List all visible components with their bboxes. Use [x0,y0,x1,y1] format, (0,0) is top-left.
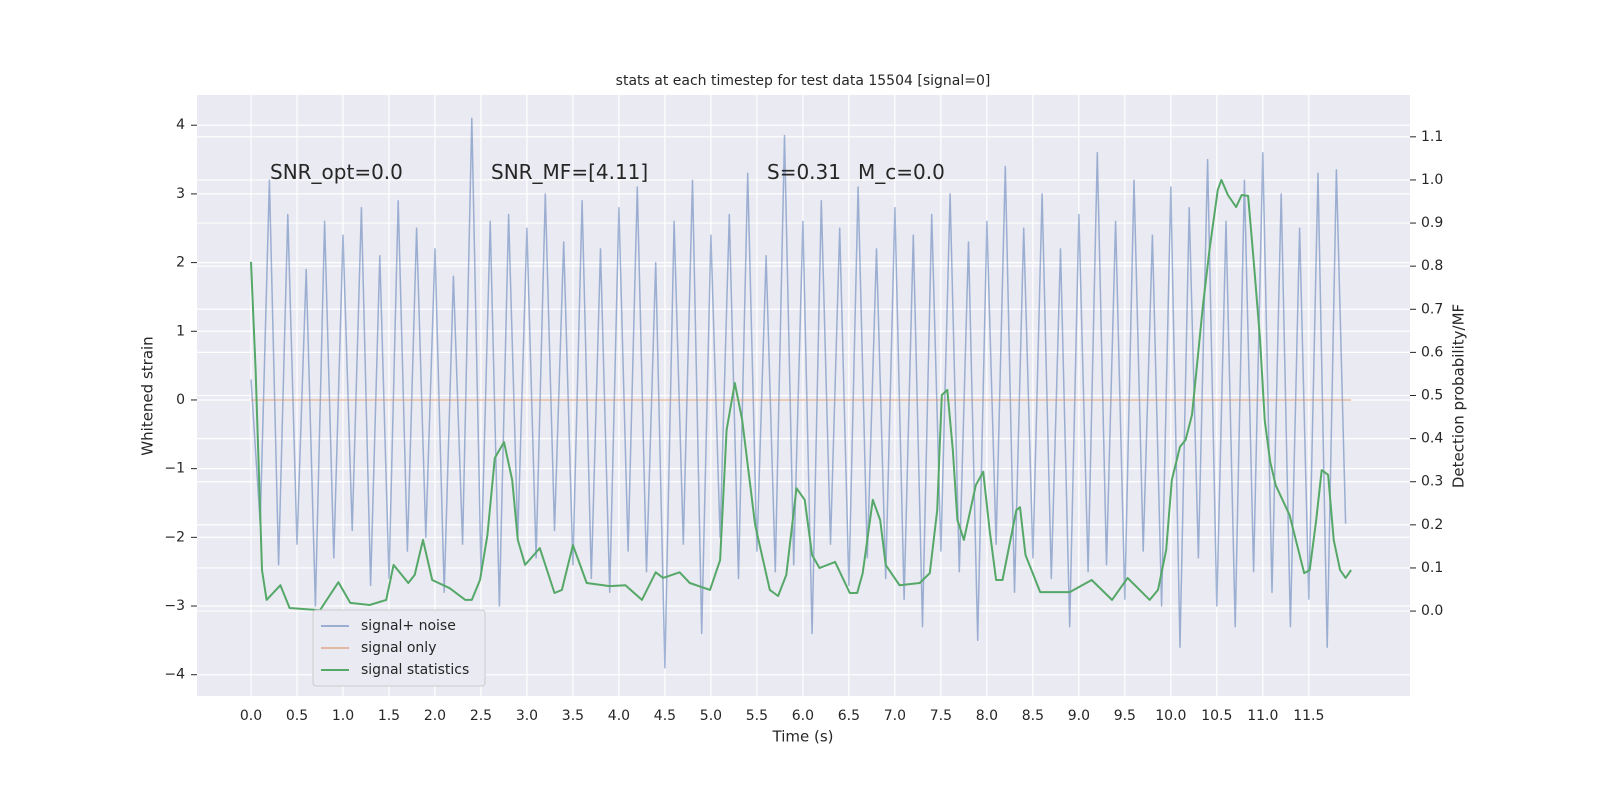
annotation: SNR_MF=[4.11] [491,160,648,184]
y-tick-label: −2 [164,529,185,545]
x-tick-label: 5.0 [700,708,722,724]
labels: 0.0 0.5 1.0 1.5 2.0 2.5 3.0 3.5 4.0 4.5 5.0 5.5 6.0 6… [164,117,1443,724]
legend-label: signal statistics [361,662,469,678]
y-tick-label: −4 [164,667,185,683]
y-tick-label: 4 [176,117,185,133]
y2-tick-label: 0.9 [1421,215,1443,231]
x-tick-label: 4.0 [608,708,630,724]
x-tick-label: 1.0 [332,708,354,724]
series-line [250,178,1352,612]
x-tick-label: 1.5 [378,708,400,724]
x-tick-label: 9.5 [1114,708,1136,724]
x-tick-label: 3.5 [562,708,584,724]
x-tick-label: 5.5 [746,708,768,724]
y-tick-label: −3 [164,598,185,614]
x-tick-label: 10.0 [1155,708,1186,724]
y2-tick-label: 1.0 [1421,172,1443,188]
y2-tick-label: 1.1 [1421,129,1443,145]
x-tick-label: 0.5 [286,708,308,724]
x-tick-label: 4.5 [654,708,676,724]
y-tick-label: 3 [176,186,185,202]
annotation: S=0.31 [767,160,841,184]
y2-tick-label: 0.0 [1421,603,1443,619]
annotation: M_c=0.0 [858,160,945,184]
y2-tick-label: 0.8 [1421,258,1443,274]
x-tick-label: 11.5 [1293,708,1324,724]
y2-tick-label: 0.2 [1421,517,1443,533]
y2-tick-label: 0.3 [1421,474,1443,490]
y2-tick-label: 0.7 [1421,301,1443,317]
y-tick-label: 1 [176,323,185,339]
y-tick-label: −1 [164,461,185,477]
y2-tick-label: 0.1 [1421,560,1443,576]
x-tick-label: 8.5 [1022,708,1044,724]
x-tick-label: 7.0 [884,708,906,724]
x-tick-label: 6.0 [792,708,814,724]
x-tick-label: 0.0 [240,708,262,724]
y2-tick-label: 0.6 [1421,344,1443,360]
x-axis-label: Time (s) [772,728,834,746]
x-tick-label: 3.0 [516,708,538,724]
legend-label: signal only [361,640,436,656]
y-axis-label: Whitened strain [139,336,157,455]
x-tick-label: 8.0 [976,708,998,724]
legend: signal+ noise signal only signal statistic… [312,609,486,687]
x-tick-label: 7.5 [930,708,952,724]
y-tick-label: 0 [176,392,185,408]
x-tick-label: 11.0 [1247,708,1278,724]
series-line [250,117,1347,669]
y-tick-label: 2 [176,255,185,271]
y2-axis-label: Detection probability/MF [1450,304,1468,488]
x-tick-label: 9.0 [1068,708,1090,724]
x-tick-label: 6.5 [838,708,860,724]
y2-tick-label: 0.5 [1421,388,1443,404]
annotation: SNR_opt=0.0 [270,160,403,184]
marks [250,117,1352,669]
legend-label: signal+ noise [361,618,456,634]
x-tick-label: 2.5 [470,708,492,724]
y2-tick-label: 0.4 [1421,431,1443,447]
chart-title: stats at each timestep for test data 155… [616,73,991,89]
x-tick-label: 10.5 [1201,708,1232,724]
legend-box [312,609,486,687]
x-tick-label: 2.0 [424,708,446,724]
